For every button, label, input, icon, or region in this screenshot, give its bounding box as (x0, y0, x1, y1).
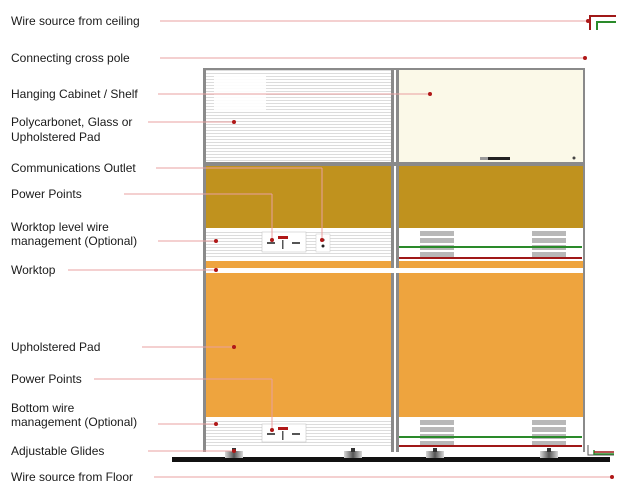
post-left (203, 68, 206, 452)
hanging-cabinet-right (399, 70, 583, 162)
label-worktop-wire-line1: Worktop level wire (11, 220, 109, 234)
cabinet-handle (480, 157, 510, 160)
label-upholstered-pad: Upholstered Pad (11, 340, 101, 354)
polycarbonet-highlight (214, 74, 266, 112)
upper-fabric-panel (206, 166, 391, 228)
label-polycarbonet-line2: Upholstered Pad (11, 130, 101, 144)
floor-base (172, 457, 610, 462)
worktop-right (399, 261, 583, 268)
upper-fabric-panel-right (399, 166, 583, 228)
rail-worktop-gap (206, 268, 583, 273)
label-connecting-cross-pole: Connecting cross pole (11, 51, 130, 65)
label-bottom-wire-line2: management (Optional) (11, 415, 138, 429)
label-polycarbonet-line1: Polycarbonet, Glass or (11, 115, 133, 129)
comms-outlet-top (315, 233, 331, 253)
label-adjustable-glides: Adjustable Glides (11, 444, 105, 458)
label-communications-outlet: Communications Outlet (11, 161, 136, 175)
post-middle-b (396, 68, 399, 452)
post-middle-a (391, 68, 394, 452)
label-power-points-bottom: Power Points (11, 372, 82, 386)
label-power-points-top: Power Points (11, 187, 82, 201)
label-worktop-wire-line2: management (Optional) (11, 234, 138, 248)
upholstered-pad-left (206, 273, 391, 417)
right-bay (399, 70, 583, 447)
leader-lines (68, 20, 612, 478)
floor-wire-source (587, 445, 614, 456)
label-hanging-cabinet: Hanging Cabinet / Shelf (11, 87, 138, 101)
rail-cabinet-bottom (206, 162, 583, 166)
ceiling-wire-source (589, 15, 616, 30)
upholstered-pad-right (399, 273, 583, 417)
leader-dots (214, 19, 614, 479)
worktop-left (206, 261, 391, 268)
power-outlet-top (261, 231, 307, 253)
label-wire-source-ceiling: Wire source from ceiling (11, 14, 140, 28)
label-worktop: Worktop (11, 263, 56, 277)
label-wire-source-floor: Wire source from Floor (11, 470, 134, 484)
label-bottom-wire-line1: Bottom wire (11, 401, 75, 415)
frame (172, 68, 610, 462)
post-right (583, 68, 585, 452)
left-bay (206, 70, 391, 447)
